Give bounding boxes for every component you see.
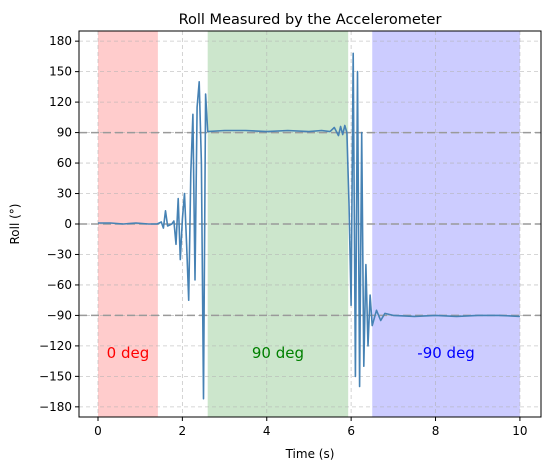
y-tick-label-2: 120 bbox=[49, 95, 72, 109]
y-tick-label-1: 150 bbox=[49, 65, 72, 79]
x-tick-label-2: 4 bbox=[263, 424, 271, 438]
y-tick-label-0: 180 bbox=[49, 34, 72, 48]
y-tick-label-8: −60 bbox=[47, 278, 72, 292]
region-label-2: -90 deg bbox=[417, 344, 475, 362]
y-tick-label-12: −180 bbox=[39, 400, 72, 414]
series-lines bbox=[98, 52, 520, 400]
region-labels: 0 deg 90 deg -90 deg bbox=[107, 344, 475, 362]
x-axis-label: Time (s) bbox=[285, 447, 335, 461]
x-axis-ticks: 0 2 4 6 8 10 bbox=[94, 417, 528, 438]
x-tick-label-3: 6 bbox=[347, 424, 355, 438]
y-tick-label-4: 60 bbox=[57, 156, 72, 170]
region-label-0: 0 deg bbox=[107, 344, 150, 362]
y-axis-label: Roll (°) bbox=[8, 204, 22, 245]
x-tick-label-5: 10 bbox=[512, 424, 527, 438]
x-tick-label-4: 8 bbox=[432, 424, 440, 438]
y-tick-label-7: −30 bbox=[47, 247, 72, 261]
x-tick-label-1: 2 bbox=[179, 424, 187, 438]
chart-title: Roll Measured by the Accelerometer bbox=[179, 12, 442, 28]
y-tick-label-5: 30 bbox=[57, 187, 72, 201]
y-tick-label-6: 0 bbox=[64, 217, 72, 231]
y-tick-label-3: 90 bbox=[57, 126, 72, 140]
y-tick-label-9: −90 bbox=[47, 308, 72, 322]
y-axis-ticks: 180 150 120 90 60 30 0 −30 −60 −90 −120 −150 −180 bbox=[39, 34, 79, 414]
series-line-0 bbox=[98, 52, 520, 400]
y-tick-label-11: −150 bbox=[39, 369, 72, 383]
x-tick-label-0: 0 bbox=[94, 424, 102, 438]
y-tick-label-10: −120 bbox=[39, 339, 72, 353]
region-label-1: 90 deg bbox=[252, 344, 304, 362]
